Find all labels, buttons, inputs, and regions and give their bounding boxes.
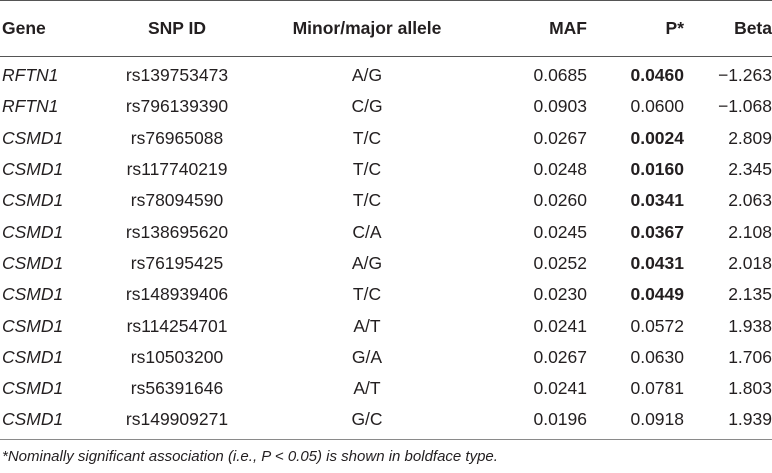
cell-gene: CSMD1: [2, 346, 64, 367]
cell-maf: 0.0241: [533, 378, 587, 399]
cell-p-value: 0.0630: [630, 346, 684, 367]
table-row: RFTN1 rs796139390 C/G 0.0903 0.0600 −1.068: [0, 91, 772, 122]
header-allele: Minor/major allele: [292, 17, 442, 38]
cell-beta: 2.809: [728, 127, 772, 148]
cell-beta: 1.938: [728, 315, 772, 336]
cell-allele: T/C: [352, 190, 382, 211]
header-row: Gene SNP ID Minor/major allele MAF P* Be…: [0, 0, 772, 56]
cell-beta: 2.063: [728, 190, 772, 211]
cell-beta: −1.263: [717, 65, 772, 86]
cell-snp-id: rs148939406: [125, 284, 229, 305]
cell-beta: 2.108: [728, 221, 772, 242]
cell-p-value: 0.0449: [630, 284, 684, 305]
table-body: RFTN1 rs139753473 A/G 0.0685 0.0460 −1.263 RFT…: [0, 56, 772, 436]
cell-allele: T/C: [352, 159, 382, 180]
header-p: P*: [665, 17, 684, 38]
cell-maf: 0.0230: [533, 284, 587, 305]
bottom-rule: [0, 439, 772, 440]
cell-beta: 2.135: [728, 284, 772, 305]
cell-p-value: 0.0160: [630, 159, 684, 180]
cell-maf: 0.0685: [533, 65, 587, 86]
table-header: Gene SNP ID Minor/major allele MAF P* Be…: [0, 0, 772, 56]
cell-gene: CSMD1: [2, 159, 64, 180]
cell-snp-id: rs149909271: [125, 409, 229, 430]
header-maf: MAF: [549, 17, 587, 38]
cell-beta: 1.706: [728, 346, 772, 367]
cell-maf: 0.0241: [533, 315, 587, 336]
cell-snp-id: rs114254701: [126, 315, 228, 336]
cell-snp-id: rs76195425: [130, 252, 224, 273]
table-row: CSMD1 rs56391646 A/T 0.0241 0.0781 1.803: [0, 373, 772, 404]
cell-maf: 0.0903: [533, 96, 587, 117]
cell-gene: RFTN1: [2, 96, 59, 117]
cell-p-value: 0.0572: [630, 315, 684, 336]
cell-maf: 0.0248: [533, 159, 587, 180]
cell-snp-id: rs56391646: [130, 378, 224, 399]
cell-maf: 0.0267: [533, 346, 587, 367]
cell-gene: CSMD1: [2, 315, 64, 336]
cell-p-value: 0.0341: [630, 190, 684, 211]
table-row: CSMD1 rs149909271 G/C 0.0196 0.0918 1.939: [0, 404, 772, 435]
cell-snp-id: rs117740219: [126, 159, 228, 180]
cell-p-value: 0.0024: [630, 127, 684, 148]
cell-beta: 1.803: [728, 378, 772, 399]
table-row: CSMD1 rs148939406 T/C 0.0230 0.0449 2.135: [0, 279, 772, 310]
cell-p-value: 0.0600: [630, 96, 684, 117]
top-rule: [0, 0, 772, 1]
cell-gene: CSMD1: [2, 378, 64, 399]
cell-beta: 1.939: [728, 409, 772, 430]
cell-allele: C/A: [352, 221, 382, 242]
cell-maf: 0.0267: [533, 127, 587, 148]
cell-gene: CSMD1: [2, 284, 64, 305]
table-footnote: *Nominally significant association (i.e.…: [2, 448, 498, 465]
cell-allele: A/G: [351, 252, 383, 273]
cell-gene: CSMD1: [2, 252, 64, 273]
cell-beta: −1.068: [717, 96, 772, 117]
snp-association-table: Gene SNP ID Minor/major allele MAF P* Be…: [0, 0, 772, 436]
cell-beta: 2.345: [728, 159, 772, 180]
cell-allele: G/C: [351, 409, 383, 430]
cell-allele: T/C: [352, 127, 382, 148]
header-beta: Beta: [734, 17, 772, 38]
cell-p-value: 0.0431: [630, 252, 684, 273]
cell-gene: CSMD1: [2, 127, 64, 148]
cell-p-value: 0.0460: [630, 65, 684, 86]
cell-p-value: 0.0781: [630, 378, 684, 399]
cell-maf: 0.0260: [533, 190, 587, 211]
cell-allele: A/T: [353, 315, 381, 336]
table-row: CSMD1 rs117740219 T/C 0.0248 0.0160 2.345: [0, 154, 772, 185]
cell-snp-id: rs76965088: [130, 127, 224, 148]
table-row: CSMD1 rs10503200 G/A 0.0267 0.0630 1.706: [0, 342, 772, 373]
cell-gene: CSMD1: [2, 221, 64, 242]
cell-allele: A/G: [351, 65, 383, 86]
cell-snp-id: rs78094590: [130, 190, 224, 211]
cell-maf: 0.0196: [533, 409, 587, 430]
table-row: CSMD1 rs76195425 A/G 0.0252 0.0431 2.018: [0, 248, 772, 279]
table-row: CSMD1 rs78094590 T/C 0.0260 0.0341 2.063: [0, 185, 772, 216]
header-gene: Gene: [2, 17, 46, 38]
cell-snp-id: rs10503200: [130, 346, 224, 367]
cell-allele: A/T: [353, 378, 381, 399]
cell-p-value: 0.0918: [630, 409, 684, 430]
cell-maf: 0.0245: [533, 221, 587, 242]
table-row: CSMD1 rs138695620 C/A 0.0245 0.0367 2.108: [0, 216, 772, 247]
cell-p-value: 0.0367: [630, 221, 684, 242]
cell-snp-id: rs138695620: [125, 221, 229, 242]
table-row: RFTN1 rs139753473 A/G 0.0685 0.0460 −1.263: [0, 56, 772, 91]
table-row: CSMD1 rs76965088 T/C 0.0267 0.0024 2.809: [0, 123, 772, 154]
cell-gene: RFTN1: [2, 65, 59, 86]
cell-maf: 0.0252: [533, 252, 587, 273]
header-rule: [0, 56, 772, 57]
table-row: CSMD1 rs114254701 A/T 0.0241 0.0572 1.938: [0, 310, 772, 341]
cell-snp-id: rs139753473: [125, 65, 229, 86]
header-snp-id: SNP ID: [147, 17, 207, 38]
cell-beta: 2.018: [728, 252, 772, 273]
cell-allele: G/A: [351, 346, 383, 367]
cell-gene: CSMD1: [2, 409, 64, 430]
cell-gene: CSMD1: [2, 190, 64, 211]
cell-allele: T/C: [352, 284, 382, 305]
cell-allele: C/G: [351, 96, 383, 117]
cell-snp-id: rs796139390: [125, 96, 229, 117]
